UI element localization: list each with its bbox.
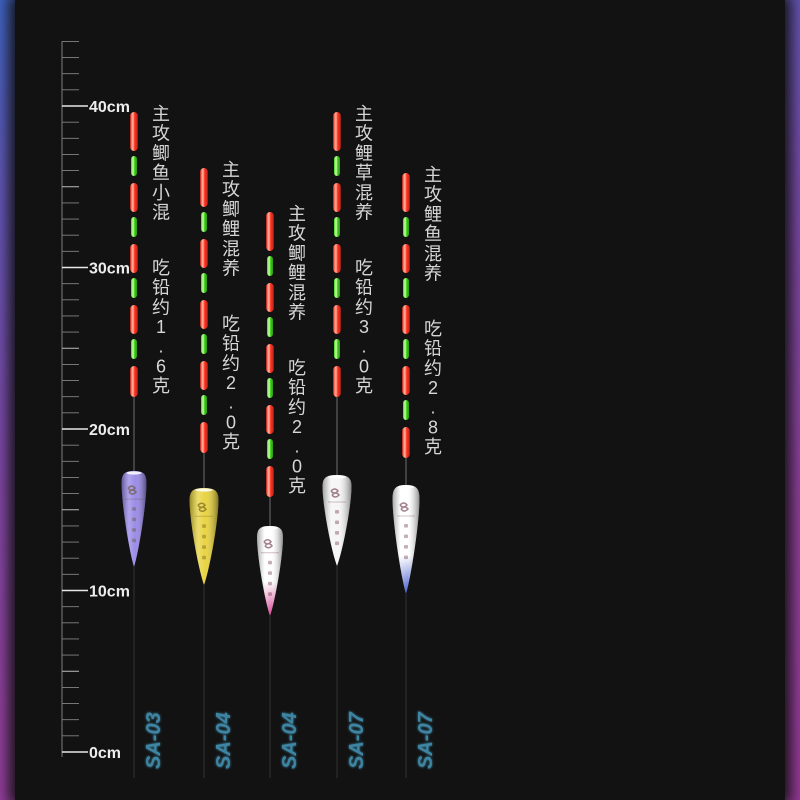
svg-text:克: 克 xyxy=(288,476,306,496)
svg-text:吃: 吃 xyxy=(152,258,170,278)
svg-text:攻: 攻 xyxy=(424,185,442,205)
svg-text:攻: 攻 xyxy=(355,124,373,144)
svg-text:混: 混 xyxy=(288,283,306,303)
svg-text:8: 8 xyxy=(428,417,438,437)
svg-text:克: 克 xyxy=(424,437,442,457)
svg-text:约: 约 xyxy=(152,297,170,317)
svg-text:SA-03: SA-03 xyxy=(143,712,165,769)
svg-text:养: 养 xyxy=(424,264,442,284)
svg-text:克: 克 xyxy=(355,376,373,396)
svg-text:养: 养 xyxy=(355,203,373,223)
svg-text:铅: 铅 xyxy=(152,278,170,298)
svg-text:10cm: 10cm xyxy=(89,584,130,601)
svg-text:0: 0 xyxy=(359,356,369,376)
svg-text:攻: 攻 xyxy=(288,224,306,244)
svg-text:SA-07: SA-07 xyxy=(346,711,368,769)
svg-text:铅: 铅 xyxy=(424,339,442,359)
svg-text:养: 养 xyxy=(288,303,306,323)
svg-text:2: 2 xyxy=(428,378,438,398)
svg-text:吃: 吃 xyxy=(288,358,306,378)
svg-text:鲫: 鲫 xyxy=(288,243,306,263)
svg-text:鲤: 鲤 xyxy=(288,263,306,283)
svg-text:30cm: 30cm xyxy=(89,261,130,278)
svg-text:.: . xyxy=(361,337,366,357)
svg-text:.: . xyxy=(158,337,163,357)
svg-text:.: . xyxy=(430,398,435,418)
svg-text:吃: 吃 xyxy=(222,314,240,334)
svg-text:克: 克 xyxy=(222,432,240,452)
svg-text:SA-07: SA-07 xyxy=(415,711,437,769)
svg-text:约: 约 xyxy=(424,358,442,378)
svg-text:铅: 铅 xyxy=(222,334,240,354)
svg-text:主: 主 xyxy=(288,204,306,224)
svg-text:小: 小 xyxy=(152,183,170,203)
svg-text:铅: 铅 xyxy=(355,278,373,298)
svg-text:主: 主 xyxy=(152,104,170,124)
svg-text:鲤: 鲤 xyxy=(355,143,373,163)
svg-text:混: 混 xyxy=(355,183,373,203)
svg-text:2: 2 xyxy=(292,417,302,437)
svg-text:0: 0 xyxy=(226,412,236,432)
svg-text:攻: 攻 xyxy=(152,124,170,144)
svg-text:主: 主 xyxy=(355,104,373,124)
svg-text:0: 0 xyxy=(292,456,302,476)
svg-text:6: 6 xyxy=(156,356,166,376)
svg-text:混: 混 xyxy=(222,239,240,259)
svg-text:克: 克 xyxy=(152,376,170,396)
svg-text:SA-04: SA-04 xyxy=(279,712,301,769)
svg-text:2: 2 xyxy=(226,373,236,393)
svg-text:0cm: 0cm xyxy=(89,745,121,762)
svg-text:鱼: 鱼 xyxy=(424,224,442,244)
svg-text:养: 养 xyxy=(222,259,240,279)
svg-text:主: 主 xyxy=(222,160,240,180)
svg-text:3: 3 xyxy=(359,317,369,337)
svg-text:鱼: 鱼 xyxy=(152,163,170,183)
svg-text:.: . xyxy=(294,437,299,457)
svg-text:1: 1 xyxy=(156,317,166,337)
svg-text:吃: 吃 xyxy=(424,319,442,339)
svg-text:约: 约 xyxy=(288,397,306,417)
svg-text:鲤: 鲤 xyxy=(222,219,240,239)
svg-text:混: 混 xyxy=(424,244,442,264)
svg-text:吃: 吃 xyxy=(355,258,373,278)
svg-text:草: 草 xyxy=(355,163,373,183)
svg-text:鲫: 鲫 xyxy=(152,143,170,163)
svg-text:铅: 铅 xyxy=(288,378,306,398)
svg-text:鲤: 鲤 xyxy=(424,204,442,224)
svg-text:约: 约 xyxy=(222,353,240,373)
svg-text:.: . xyxy=(228,393,233,413)
svg-text:攻: 攻 xyxy=(222,180,240,200)
svg-text:约: 约 xyxy=(355,297,373,317)
svg-text:20cm: 20cm xyxy=(89,422,130,439)
svg-text:混: 混 xyxy=(152,203,170,223)
svg-text:主: 主 xyxy=(424,165,442,185)
svg-text:SA-04: SA-04 xyxy=(213,712,235,769)
svg-text:40cm: 40cm xyxy=(89,99,130,116)
svg-text:鲫: 鲫 xyxy=(222,199,240,219)
